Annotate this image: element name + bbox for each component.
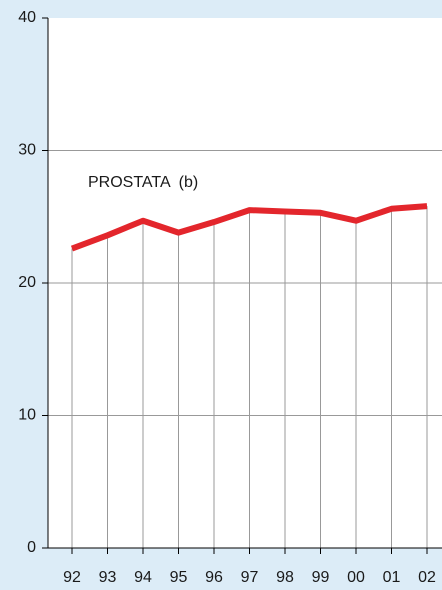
y-tick-label: 40 <box>18 9 36 26</box>
y-tick-label: 0 <box>27 539 36 556</box>
y-tick-label: 30 <box>18 142 36 159</box>
x-tick-label: 94 <box>134 569 152 586</box>
x-tick-label: 93 <box>99 569 117 586</box>
x-tick-label: 02 <box>418 569 436 586</box>
series-label: PROSTATA (b) <box>88 174 198 191</box>
y-tick-label: 10 <box>18 407 36 424</box>
x-tick-label: 00 <box>347 569 365 586</box>
line <box>70 203 428 252</box>
x-tick-label: 99 <box>312 569 330 586</box>
x-tick-label: 01 <box>383 569 401 586</box>
x-tick-label: 96 <box>205 569 223 586</box>
x-tick-label: 98 <box>276 569 294 586</box>
y-tick-label: 20 <box>18 274 36 291</box>
x-tick-label: 97 <box>241 569 259 586</box>
x-tick-label: 95 <box>170 569 188 586</box>
x-tick-label: 92 <box>63 569 81 586</box>
